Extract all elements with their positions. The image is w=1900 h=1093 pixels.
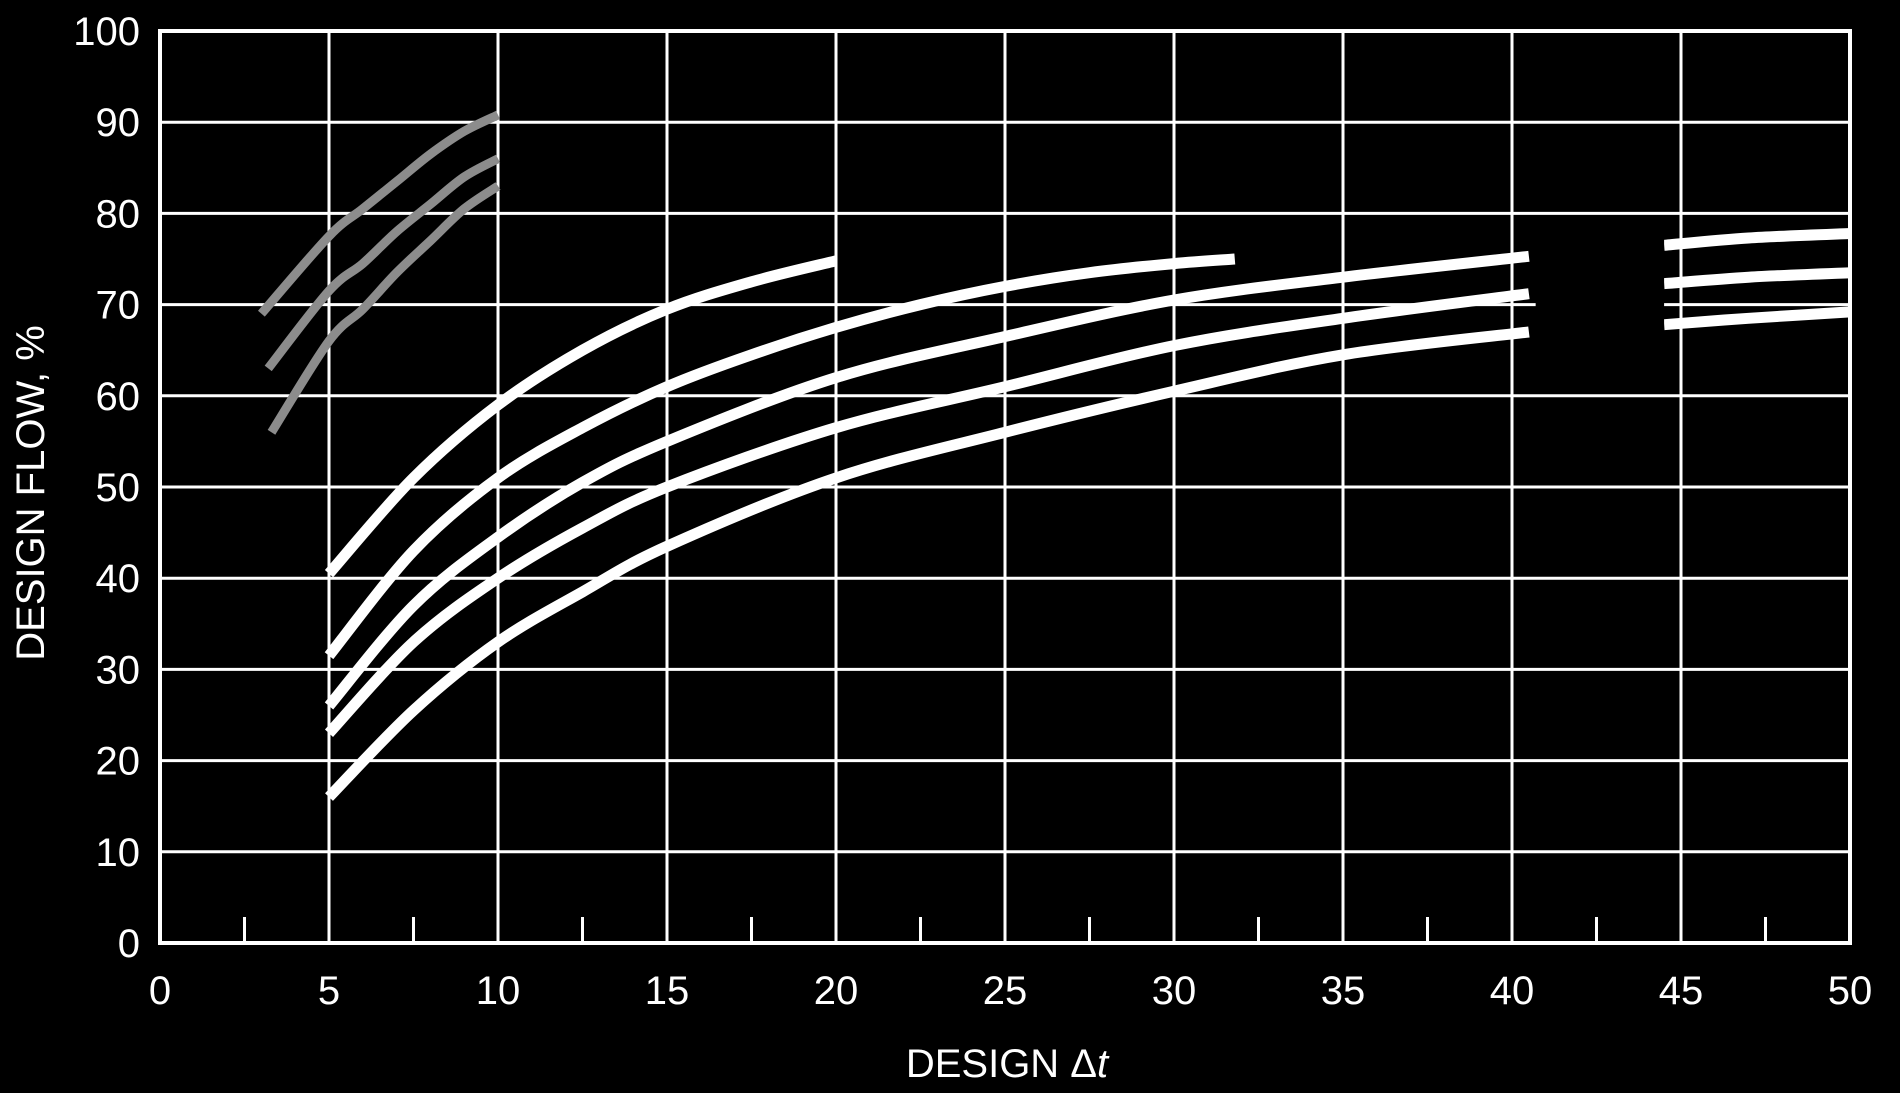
x-axis-title: DESIGN Δt (906, 1042, 1110, 1086)
x-tick-label: 5 (318, 969, 340, 1013)
y-tick-label: 80 (96, 192, 141, 236)
white-curve (324, 255, 838, 578)
white-curve (1663, 306, 1851, 331)
plot-frame (158, 29, 1852, 945)
x-axis-title-italic: t (1097, 1042, 1110, 1086)
y-tick-labels: 0 10 20 30 40 50 60 70 80 90 100 (73, 10, 140, 966)
tick-marks (158, 917, 1852, 943)
grid-lines (160, 31, 1850, 943)
white-curve (325, 326, 1530, 801)
gray-curve (258, 110, 500, 317)
white-curve (324, 253, 1236, 660)
white-curve (324, 288, 1530, 737)
x-axis-title-prefix: DESIGN Δ (906, 1042, 1097, 1086)
y-tick-label: 30 (96, 648, 141, 692)
x-tick-label: 45 (1659, 969, 1704, 1013)
x-tick-label: 10 (476, 969, 521, 1013)
x-tick-label: 0 (149, 969, 171, 1013)
x-tick-label: 50 (1828, 969, 1873, 1013)
y-tick-label: 0 (118, 922, 140, 966)
y-tick-label: 90 (96, 101, 141, 145)
x-tick-label: 40 (1490, 969, 1535, 1013)
white-curve (1663, 267, 1851, 290)
white-curve (324, 250, 1530, 710)
x-tick-label: 25 (983, 969, 1028, 1013)
white-curve (1663, 228, 1851, 251)
y-tick-label: 50 (96, 466, 141, 510)
x-tick-labels: 0 5 10 15 20 25 30 35 40 45 50 (149, 969, 1872, 1013)
x-tick-label: 15 (645, 969, 690, 1013)
y-tick-label: 60 (96, 375, 141, 419)
x-tick-label: 20 (814, 969, 859, 1013)
gray-curve (267, 182, 501, 435)
curve-break-mask (1535, 222, 1665, 360)
x-tick-label: 35 (1321, 969, 1366, 1013)
y-tick-label: 10 (96, 831, 141, 875)
y-tick-label: 40 (96, 557, 141, 601)
y-tick-label: 100 (73, 10, 140, 54)
x-tick-label: 30 (1152, 969, 1197, 1013)
y-tick-label: 20 (96, 740, 141, 784)
y-tick-label: 70 (96, 284, 141, 328)
y-axis-title: DESIGN FLOW, % (9, 325, 53, 661)
gray-curve (264, 154, 501, 372)
data-curves (258, 110, 1851, 801)
